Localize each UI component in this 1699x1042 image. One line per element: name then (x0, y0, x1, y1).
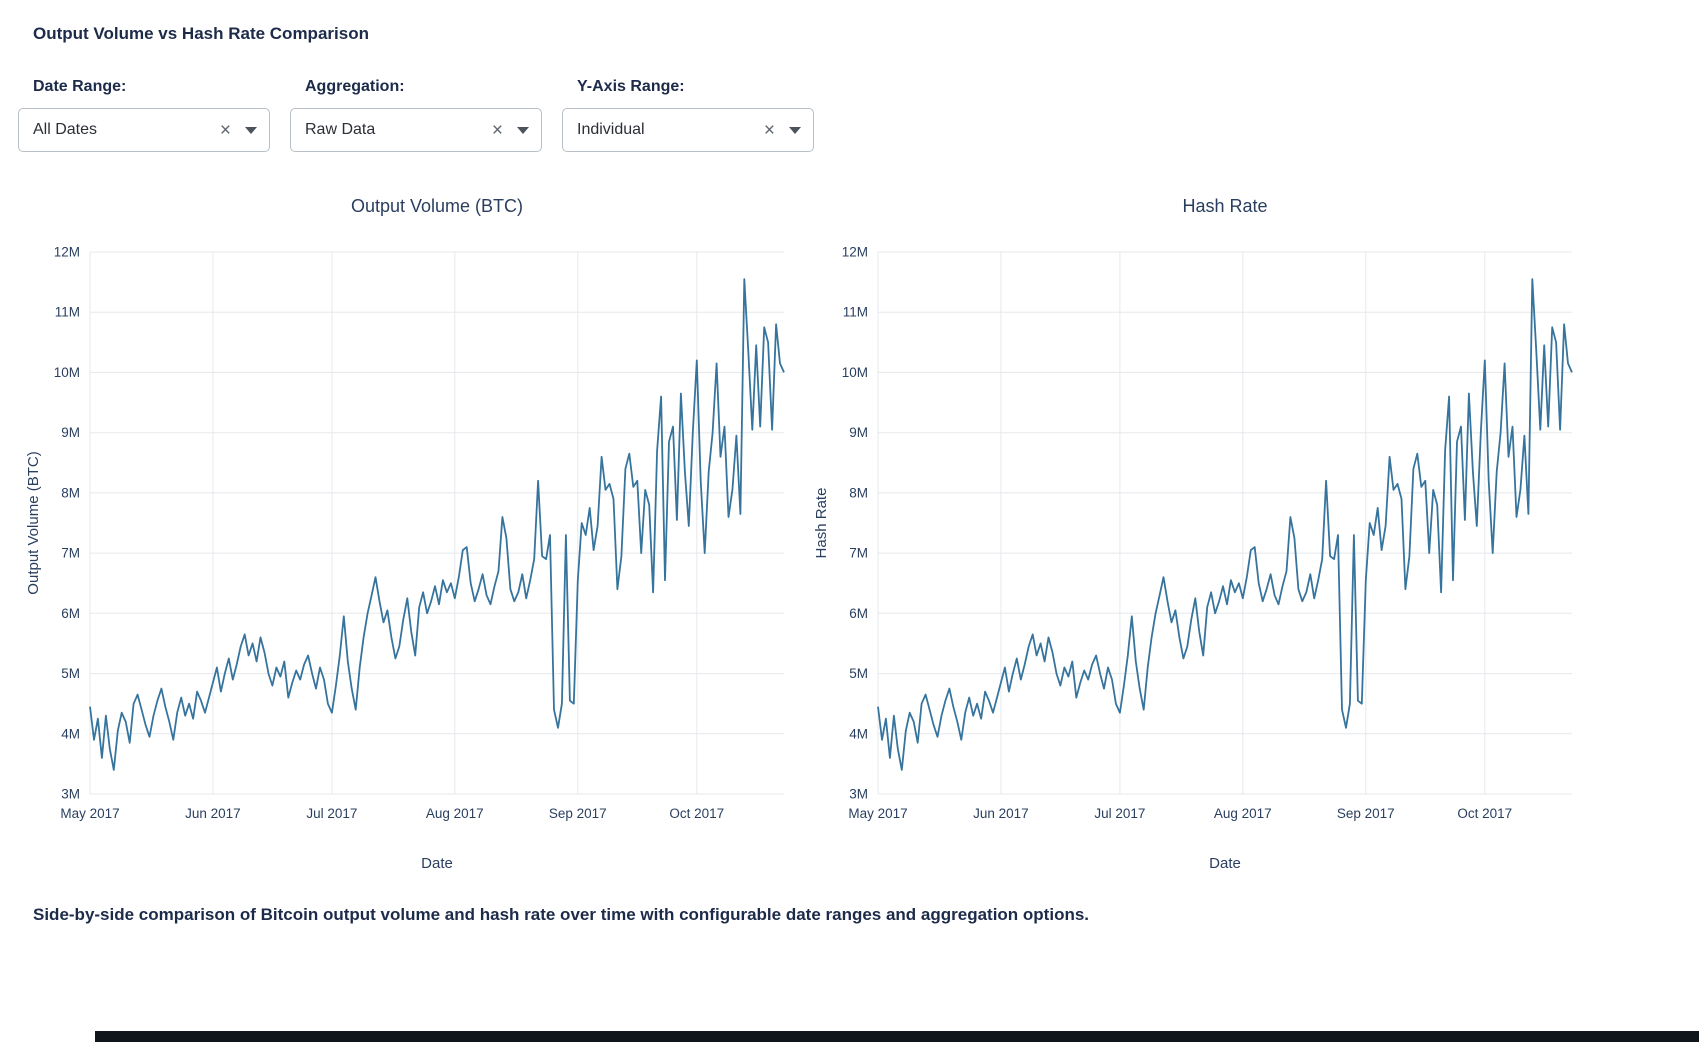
svg-text:8M: 8M (61, 485, 80, 500)
svg-text:Sep 2017: Sep 2017 (549, 806, 607, 821)
y-axis-range-value: Individual (577, 121, 645, 138)
svg-text:12M: 12M (54, 245, 80, 260)
svg-text:Oct 2017: Oct 2017 (1457, 806, 1512, 821)
filter-aggregation: Aggregation: Raw Data × (290, 78, 542, 152)
svg-text:Jul 2017: Jul 2017 (1094, 806, 1145, 821)
svg-text:11M: 11M (843, 305, 868, 320)
svg-text:Aug 2017: Aug 2017 (1214, 806, 1272, 821)
svg-text:Output Volume (BTC): Output Volume (BTC) (25, 451, 42, 594)
filter-bar: Date Range: All Dates × Aggregation: Raw… (18, 78, 1699, 152)
caption: Side-by-side comparison of Bitcoin outpu… (33, 905, 1090, 924)
output-volume-plot[interactable]: May 2017 Jun 2017 Jul 2017 Aug 2017 Sep 2017… (18, 174, 798, 884)
aggregation-label: Aggregation: (305, 78, 405, 95)
svg-text:Jun 2017: Jun 2017 (973, 806, 1029, 821)
y-axis-range-label: Y-Axis Range: (577, 78, 685, 95)
chevron-down-icon[interactable] (245, 126, 257, 134)
svg-text:Hash Rate: Hash Rate (1182, 196, 1267, 216)
svg-text:3M: 3M (61, 787, 80, 802)
chevron-down-icon[interactable] (517, 126, 529, 134)
select-controls: × (492, 121, 529, 140)
hash-rate-plot[interactable]: May 2017 Jun 2017 Jul 2017 Aug 2017 Sep 2017… (806, 174, 1586, 884)
clear-icon[interactable]: × (219, 119, 231, 141)
svg-text:6M: 6M (849, 606, 868, 621)
svg-text:10M: 10M (54, 365, 80, 380)
svg-text:5M: 5M (61, 666, 80, 681)
y-axis-range-select[interactable]: Individual × (562, 108, 814, 152)
date-range-label: Date Range: (33, 78, 127, 95)
svg-text:Date: Date (421, 855, 453, 872)
svg-text:10M: 10M (842, 365, 868, 380)
svg-text:Aug 2017: Aug 2017 (426, 806, 484, 821)
svg-text:8M: 8M (849, 485, 868, 500)
date-range-select[interactable]: All Dates × (18, 108, 270, 152)
bottom-partial-bar (95, 1031, 1699, 1042)
select-controls: × (764, 121, 801, 140)
aggregation-select[interactable]: Raw Data × (290, 108, 542, 152)
hash-rate-chart[interactable]: May 2017 Jun 2017 Jul 2017 Aug 2017 Sep 2017… (806, 174, 1586, 889)
filter-date-range: Date Range: All Dates × (18, 78, 270, 152)
svg-text:6M: 6M (61, 606, 80, 621)
svg-text:4M: 4M (849, 726, 868, 741)
svg-text:Date: Date (1209, 855, 1241, 872)
svg-text:9M: 9M (849, 425, 868, 440)
svg-text:7M: 7M (61, 546, 80, 561)
svg-text:3M: 3M (849, 787, 868, 802)
svg-text:Jun 2017: Jun 2017 (185, 806, 241, 821)
dashboard: Output Volume vs Hash Rate Comparison Da… (18, 24, 1699, 924)
chevron-down-icon[interactable] (789, 126, 801, 134)
date-range-value: All Dates (33, 121, 98, 138)
output-volume-chart[interactable]: May 2017 Jun 2017 Jul 2017 Aug 2017 Sep 2017… (18, 174, 798, 889)
charts-row: May 2017 Jun 2017 Jul 2017 Aug 2017 Sep 2017… (18, 174, 1699, 889)
svg-text:May 2017: May 2017 (60, 806, 119, 821)
page-title: Output Volume vs Hash Rate Comparison (33, 24, 369, 43)
filter-y-axis-range: Y-Axis Range: Individual × (562, 78, 814, 152)
svg-text:4M: 4M (61, 726, 80, 741)
svg-text:Oct 2017: Oct 2017 (669, 806, 724, 821)
svg-text:11M: 11M (55, 305, 80, 320)
clear-icon[interactable]: × (491, 119, 503, 141)
svg-text:5M: 5M (849, 666, 868, 681)
svg-text:7M: 7M (849, 546, 868, 561)
svg-text:Sep 2017: Sep 2017 (1337, 806, 1395, 821)
select-controls: × (220, 121, 257, 140)
svg-text:9M: 9M (61, 425, 80, 440)
svg-text:Hash Rate: Hash Rate (813, 488, 830, 559)
svg-text:Jul 2017: Jul 2017 (306, 806, 357, 821)
svg-text:Output Volume (BTC): Output Volume (BTC) (351, 196, 523, 216)
svg-text:May 2017: May 2017 (848, 806, 907, 821)
svg-text:12M: 12M (842, 245, 868, 260)
aggregation-value: Raw Data (305, 121, 376, 138)
clear-icon[interactable]: × (763, 119, 775, 141)
